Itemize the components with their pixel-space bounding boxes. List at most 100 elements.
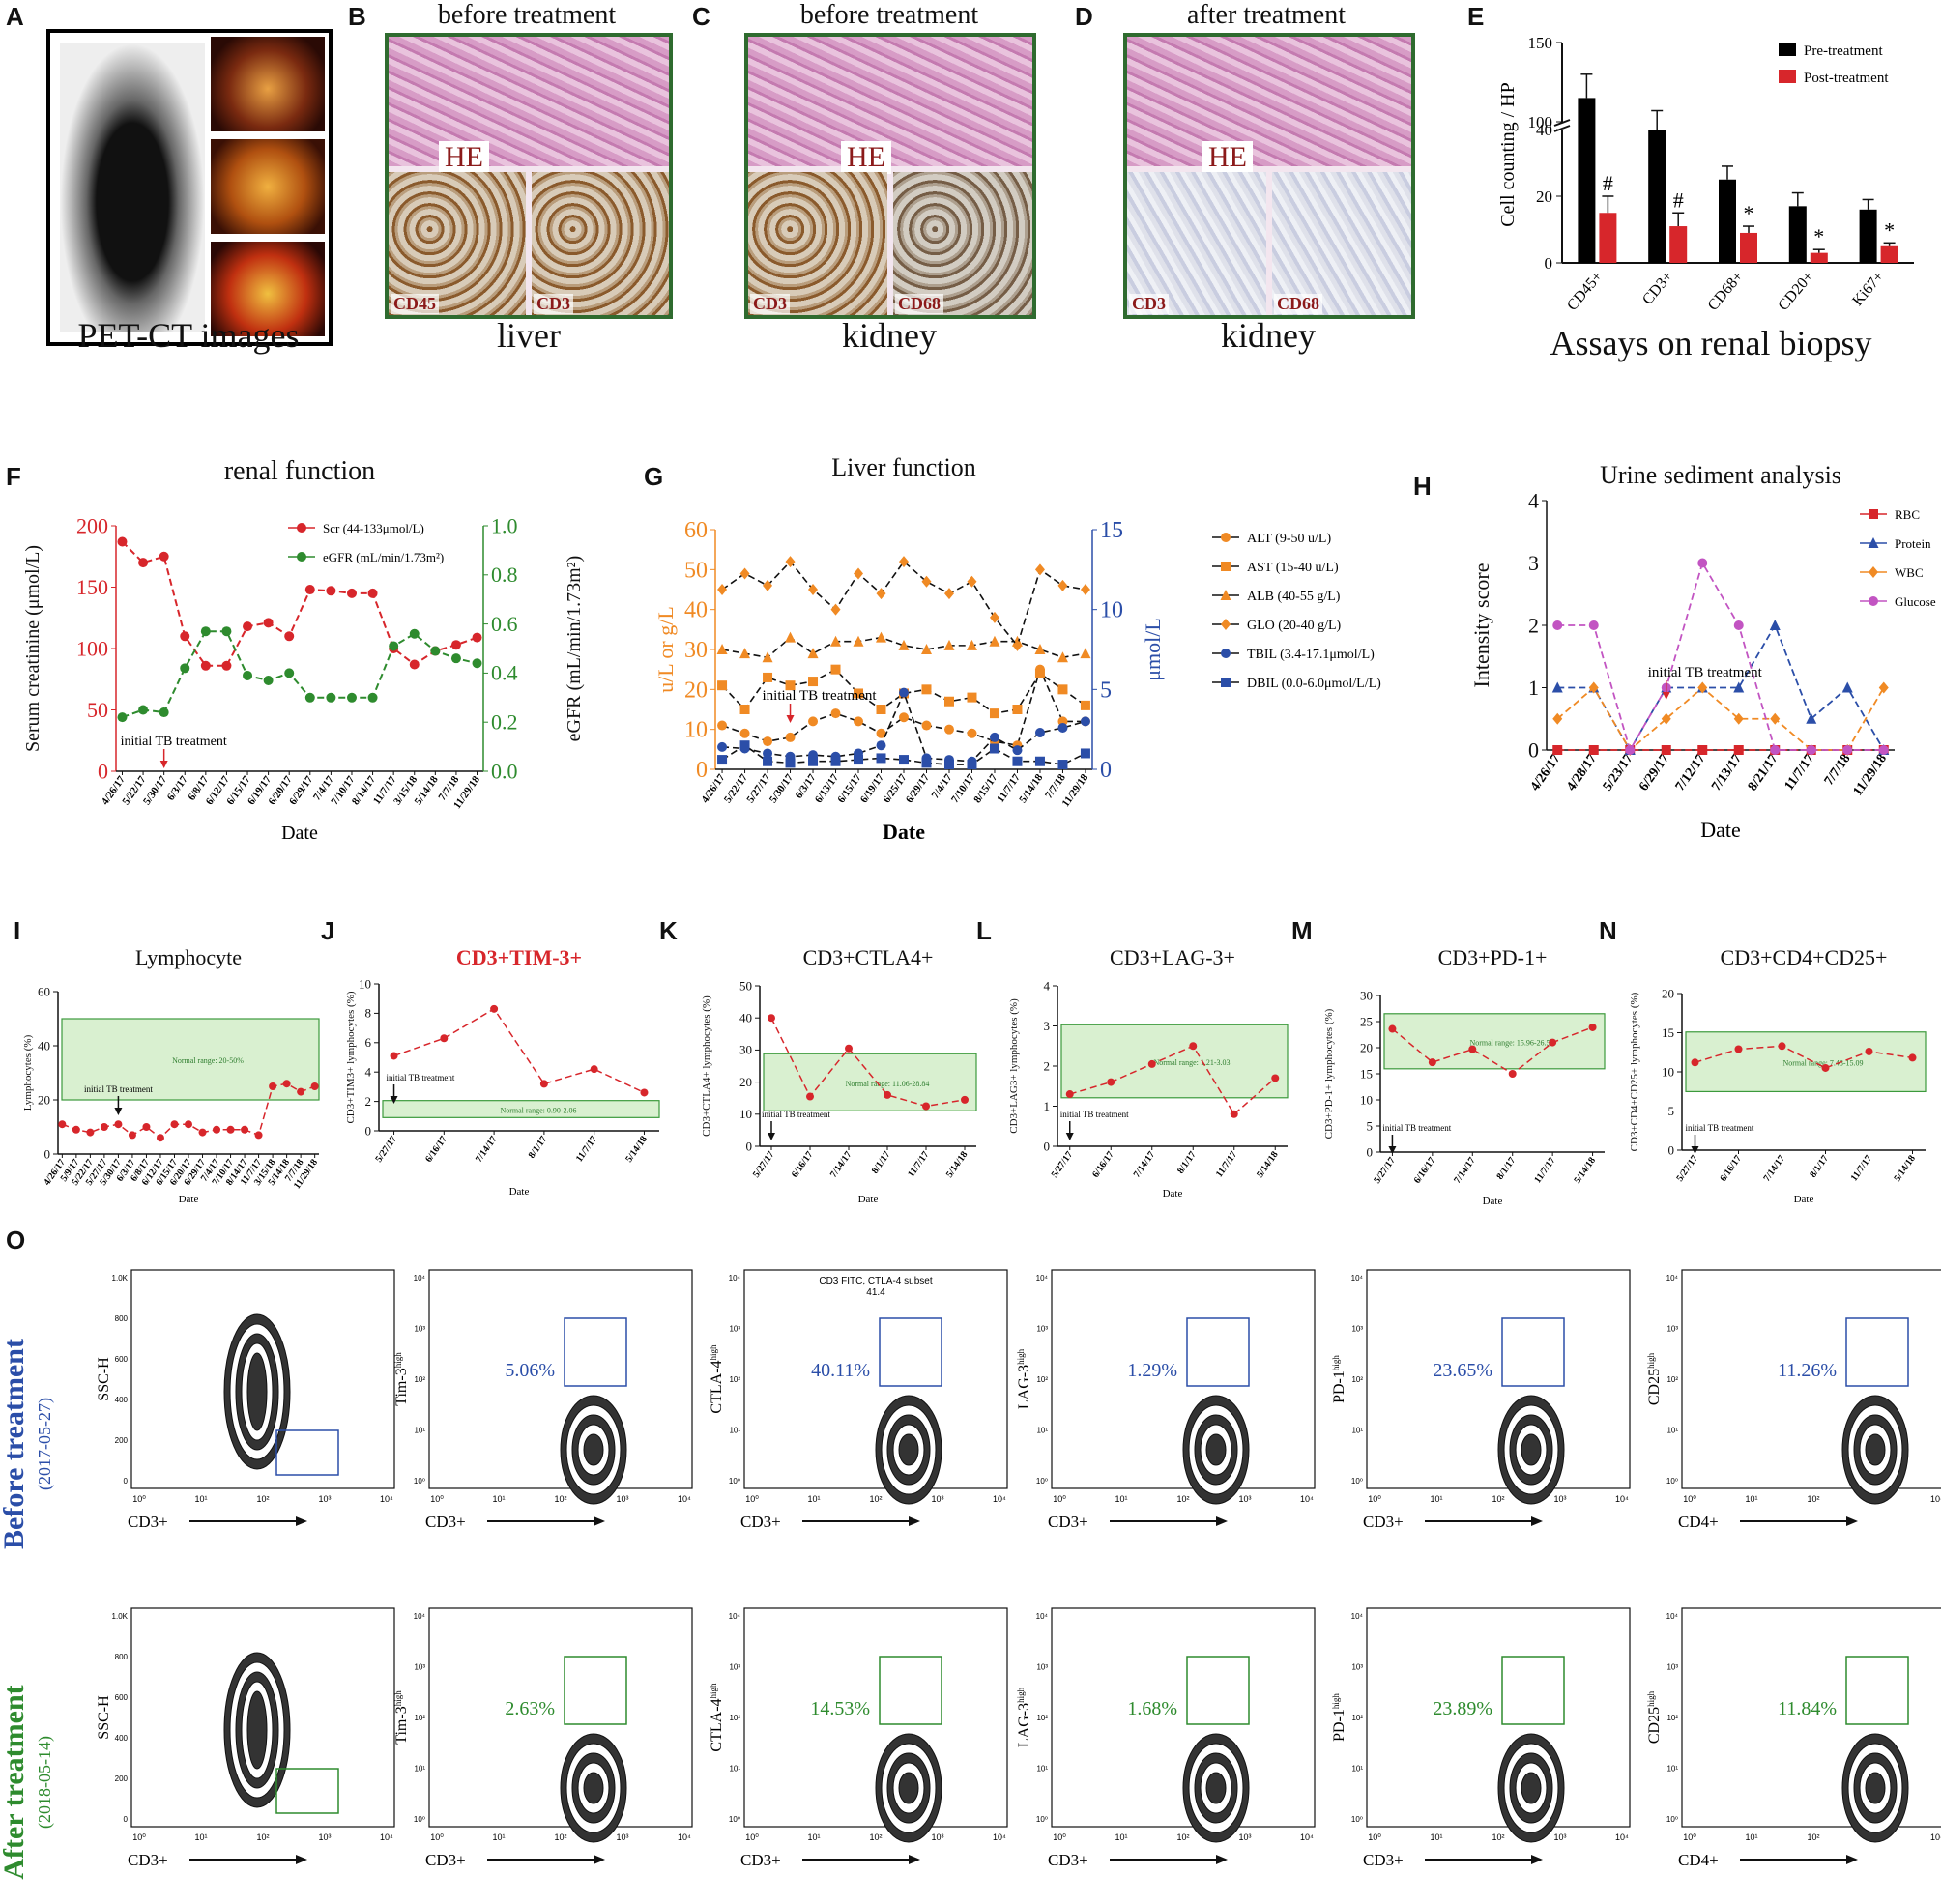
- gate-percentage: 11.26%: [1778, 1360, 1837, 1381]
- chart-title: CD3+TIM-3+: [456, 945, 582, 969]
- x-tick-label: 8/15/17: [971, 771, 999, 805]
- gate-box: [275, 1768, 339, 1814]
- y-tick-label: 4: [1528, 488, 1539, 512]
- data-point: [117, 712, 128, 723]
- data-point: [1080, 648, 1091, 659]
- x-tick-label: 10⁰: [1368, 1832, 1381, 1842]
- y-tick-label: 10¹: [1351, 1427, 1363, 1435]
- y-tick-label: 0: [1668, 1142, 1675, 1157]
- x-tick-label: 10²: [1492, 1832, 1504, 1842]
- x-tick-label: 10¹: [492, 1832, 505, 1842]
- data-point: [490, 1004, 499, 1013]
- gate-box: [1845, 1656, 1909, 1725]
- series-line: [770, 1017, 966, 1108]
- data-point: [241, 1125, 249, 1134]
- x-tick-label: 10⁴: [1930, 1832, 1941, 1842]
- data-point: [785, 732, 796, 742]
- y-tick-label: 10³: [1036, 1325, 1048, 1334]
- y-tick-label: 10⁴: [1666, 1274, 1679, 1283]
- legend-label: Glucose: [1895, 594, 1936, 609]
- y-axis-label: CD3+TIM3+ lymphocytes (%): [345, 991, 357, 1123]
- data-point: [854, 716, 864, 727]
- x-axis-label: Date: [858, 1194, 879, 1205]
- x-arrowhead: [296, 1516, 307, 1526]
- y-tick-label: 0: [124, 1477, 129, 1486]
- data-point: [390, 1052, 398, 1060]
- y-tick-label: 10²: [1351, 1375, 1363, 1384]
- y-axis-label-right: μmol/L: [1141, 618, 1165, 681]
- x-tick-label: 6/29/17: [904, 771, 932, 805]
- y-tick-label: 10⁰: [1666, 1815, 1678, 1824]
- y-axis-label: u/L or g/L: [653, 606, 678, 693]
- legend-label: Post-treatment: [1804, 71, 1889, 86]
- legend-marker: [1869, 566, 1878, 578]
- y-tick-label: 0: [98, 759, 108, 783]
- data-point: [326, 586, 336, 596]
- data-point: [853, 635, 864, 647]
- data-point: [830, 708, 841, 719]
- panel-letter-f: F: [6, 462, 21, 491]
- data-point: [1057, 684, 1068, 695]
- data-point: [763, 579, 773, 591]
- data-point: [1057, 579, 1068, 591]
- data-point: [989, 743, 999, 754]
- x-axis-label: CD3+: [1048, 1513, 1088, 1531]
- x-tick-label: 5/27/17: [1674, 1153, 1700, 1183]
- y-axis-label-sup: high: [1016, 1687, 1026, 1703]
- data-point: [346, 692, 357, 703]
- x-tick-label: 10⁴: [1300, 1832, 1314, 1842]
- y-axis-label-sup: high: [1331, 1355, 1341, 1371]
- data-point: [899, 687, 909, 698]
- y-tick-label: 0: [1367, 1144, 1374, 1159]
- data-point: [1271, 1074, 1280, 1082]
- bar: [1578, 98, 1596, 264]
- panel-letter-e: E: [1467, 2, 1485, 31]
- flow-cytometry-grid: Before treatment (2017-05-27) 0 200 400 600 80…: [0, 1269, 1941, 1880]
- data-point: [899, 755, 909, 765]
- x-tick-label: 6/16/17: [1090, 1149, 1116, 1179]
- annotation-label: initial TB treatment: [121, 735, 227, 749]
- x-tick-label: 11/7/17: [1782, 752, 1817, 793]
- panel-letter-n: N: [1599, 916, 1617, 945]
- x-axis-label: CD3+: [1048, 1851, 1088, 1869]
- data-point: [845, 1044, 853, 1053]
- y-tick-label: 10²: [414, 1714, 425, 1722]
- y-axis-label: CD3+PD-1+ lymphocytes (%): [1323, 1008, 1335, 1139]
- data-point: [1878, 745, 1889, 755]
- data-point: [854, 688, 864, 699]
- y-axis-label-sup: high: [709, 1683, 718, 1699]
- significance-mark: *: [1744, 201, 1754, 225]
- x-tick-label: 6/16/17: [423, 1134, 449, 1164]
- row-date: (2018-05-14): [35, 1736, 55, 1829]
- y-tick-label: 10⁰: [1351, 1477, 1363, 1486]
- density-contour: [1865, 1433, 1886, 1466]
- data-point: [1733, 712, 1744, 725]
- gate-percentage: 40.11%: [811, 1360, 870, 1381]
- annotation-label: initial TB treatment: [763, 688, 878, 704]
- y-tick-label: 1.0K: [112, 1274, 129, 1283]
- data-point: [472, 632, 482, 643]
- x-tick-label: 5/27/17: [1372, 1155, 1398, 1185]
- annotation-arrowhead: [768, 1133, 775, 1140]
- data-point: [389, 641, 399, 651]
- annotation-arrowhead: [159, 761, 168, 768]
- data-point: [1034, 756, 1045, 766]
- x-tick-label: CD45+: [1564, 269, 1606, 314]
- data-point: [180, 663, 190, 674]
- bar: [1788, 206, 1807, 263]
- annotation-label: initial TB treatment: [1060, 1110, 1129, 1119]
- y-tick-label: 200: [115, 1774, 129, 1783]
- gate-box: [564, 1317, 627, 1387]
- x-tick-label: 8/1/17: [1175, 1149, 1199, 1175]
- x-tick-label: 10⁴: [993, 1832, 1006, 1842]
- data-point: [1770, 712, 1781, 725]
- y-tick-label: 40: [739, 1011, 752, 1025]
- data-point: [739, 728, 750, 738]
- y-axis-label-sup: high: [709, 1344, 718, 1361]
- chart-l-lag3: CD3+LAG-3+ Normal range: 1.21-3.03 0 1 2 3 4 5/…: [1008, 945, 1289, 1199]
- data-point: [876, 705, 886, 714]
- data-point: [159, 551, 169, 562]
- data-point: [282, 1080, 291, 1088]
- x-axis-label: CD3+: [128, 1513, 168, 1531]
